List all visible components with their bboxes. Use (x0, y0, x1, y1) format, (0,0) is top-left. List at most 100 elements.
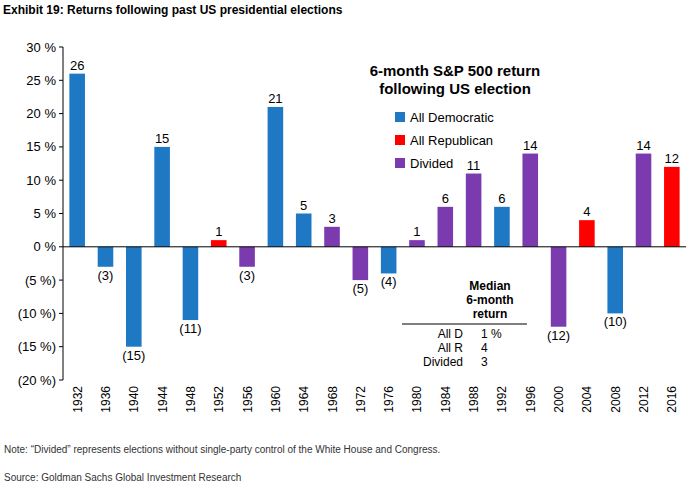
data-label: 6 (498, 191, 505, 206)
legend-swatch (395, 112, 405, 122)
table-cell: All D (438, 327, 464, 341)
y-tick (59, 346, 63, 347)
table-title: return (473, 307, 508, 321)
source: Source: Goldman Sachs Global Investment … (4, 472, 241, 483)
table-cell: Divided (423, 355, 463, 369)
x-tick-label: 1996 (524, 386, 538, 413)
x-tick-label: 1944 (156, 386, 170, 413)
data-label: 12 (665, 151, 679, 166)
data-label: (15) (122, 348, 145, 363)
x-tick-label: 2004 (580, 386, 594, 413)
bar (353, 247, 369, 280)
bar (381, 247, 397, 274)
x-tick-label: 1980 (410, 386, 424, 413)
y-tick (59, 213, 63, 214)
y-tick (59, 180, 63, 181)
y-tick-label: 25 % (26, 73, 56, 88)
x-tick-label: 2012 (637, 386, 651, 413)
legend-swatch (395, 158, 405, 168)
y-tick-label: 15 % (26, 139, 56, 154)
table-rule (402, 324, 527, 325)
y-tick-label: (20 %) (18, 373, 56, 388)
bar (664, 167, 680, 247)
data-label: (3) (239, 268, 255, 283)
y-tick (59, 246, 63, 247)
note: Note: “Divided” represents elections wit… (4, 444, 440, 455)
data-label: (3) (98, 268, 114, 283)
x-tick-label: 1988 (467, 386, 481, 413)
data-label: 1 (413, 224, 420, 239)
table-cell: 4 (481, 341, 488, 355)
x-tick-label: 1932 (71, 386, 85, 413)
y-tick (59, 47, 63, 48)
y-tick-label: 20 % (26, 106, 56, 121)
x-tick-label: 1960 (269, 386, 283, 413)
x-tick-label: 1984 (439, 386, 453, 413)
chart: Exhibit 19: Returns following past US pr… (0, 0, 700, 493)
x-tick-label: 1948 (184, 386, 198, 413)
header: Exhibit 19: Returns following past US pr… (3, 3, 343, 17)
bar (239, 247, 255, 267)
y-tick (59, 380, 63, 381)
bar (324, 227, 340, 247)
legend-label: Divided (410, 156, 453, 171)
x-tick-label: 1976 (382, 386, 396, 413)
bar (438, 207, 454, 247)
legend-swatch (395, 135, 405, 145)
x-tick-label: 1968 (326, 386, 340, 413)
x-tick-label: 1952 (212, 386, 226, 413)
x-tick-label: 1992 (495, 386, 509, 413)
x-tick-label: 1964 (297, 386, 311, 413)
y-tick-label: 5 % (34, 206, 57, 221)
x-tick-label: 1936 (99, 386, 113, 413)
bar (636, 154, 652, 247)
data-label: (5) (352, 281, 368, 296)
y-tick (59, 146, 63, 147)
bar (296, 214, 312, 247)
table-cell: 1 % (481, 327, 502, 341)
bar (268, 107, 284, 247)
y-tick-label: (10 %) (18, 306, 56, 321)
y-tick-label: (5 %) (25, 273, 56, 288)
title: following US election (379, 80, 531, 97)
bar (466, 174, 482, 247)
bars (69, 74, 679, 347)
table-cell: 3 (481, 355, 488, 369)
y-tick (59, 80, 63, 81)
y-tick-label: 0 % (34, 239, 57, 254)
data-label: (12) (547, 328, 570, 343)
data-label: 1 (215, 224, 222, 239)
data-label: 15 (155, 131, 169, 146)
data-label: 26 (70, 58, 84, 73)
legend-label: All Republican (410, 133, 493, 148)
bar (494, 207, 510, 247)
bar (579, 220, 595, 247)
data-label: (4) (381, 274, 397, 289)
data-label: 14 (523, 138, 537, 153)
data-label: 6 (442, 191, 449, 206)
x-tick-label: 2016 (665, 386, 679, 413)
table-title: Median (469, 279, 510, 293)
x-tick-label: 2000 (552, 386, 566, 413)
x-tick-label: 1972 (354, 386, 368, 413)
x-axis (63, 246, 686, 247)
data-label: (11) (179, 321, 201, 336)
y-tick-label: (15 %) (18, 339, 56, 354)
x-tick-label: 1956 (241, 386, 255, 413)
bar (551, 247, 567, 327)
data-label: 11 (467, 158, 481, 173)
y-tick (59, 313, 63, 314)
y-tick (59, 113, 63, 114)
title: 6-month S&P 500 return (370, 62, 541, 79)
data-label: 21 (268, 91, 282, 106)
data-label: 14 (636, 138, 650, 153)
bar (607, 247, 623, 314)
data-label: 3 (328, 211, 335, 226)
bar (69, 74, 85, 247)
bar (409, 240, 425, 247)
bar (522, 154, 538, 247)
bar (126, 247, 142, 347)
bar (154, 147, 170, 247)
legend-label: All Democratic (410, 110, 494, 125)
bar (98, 247, 114, 267)
